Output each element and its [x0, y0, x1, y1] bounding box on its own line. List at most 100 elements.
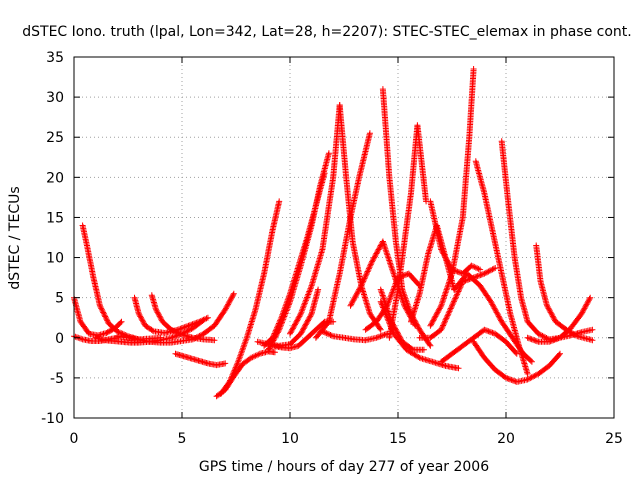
data-point [348, 301, 355, 308]
y-tick-label: 20 [46, 170, 64, 186]
data-point [324, 320, 331, 326]
data-point [189, 336, 196, 343]
data-point [385, 299, 392, 306]
y-tick-label: 5 [55, 291, 64, 307]
data-point [492, 306, 499, 313]
data-point [268, 341, 275, 348]
data-series [312, 130, 373, 341]
data-point [193, 334, 200, 341]
data-point [232, 366, 239, 372]
data-point [294, 317, 301, 324]
data-point [377, 326, 384, 333]
data-point [104, 317, 111, 324]
data-point [513, 350, 520, 357]
data-point [274, 323, 281, 330]
data-point [536, 331, 543, 338]
data-point [227, 376, 234, 382]
data-point [452, 295, 459, 302]
data-point [138, 316, 145, 323]
data-point [445, 309, 452, 316]
data-point [135, 310, 142, 317]
data-series [172, 350, 229, 369]
data-point [277, 317, 284, 324]
data-point [322, 329, 329, 336]
data-point [487, 298, 494, 305]
data-point [272, 329, 279, 335]
data-point [364, 269, 370, 276]
data-point [297, 330, 304, 337]
data-point [153, 306, 160, 313]
data-point [249, 354, 256, 361]
data-point [486, 267, 493, 274]
data-point [357, 284, 364, 290]
data-point [546, 306, 553, 313]
data-point [451, 297, 458, 303]
data-point [495, 312, 502, 318]
data-point [584, 300, 591, 306]
y-tick-label: -10 [41, 411, 64, 427]
data-point [527, 375, 534, 382]
data-point [139, 317, 146, 324]
data-point [531, 373, 538, 379]
data-point [101, 312, 108, 319]
data-point [292, 320, 299, 327]
data-series [261, 170, 328, 349]
data-point [441, 253, 448, 260]
data-point [199, 317, 206, 324]
data-point [589, 337, 596, 344]
data-point [229, 371, 236, 378]
data-point [307, 313, 314, 320]
data-point [320, 329, 327, 335]
data-point [97, 304, 104, 310]
data-point [196, 318, 203, 325]
data-point [420, 346, 427, 353]
data-point [453, 292, 460, 299]
data-point [488, 300, 495, 306]
data-point [315, 286, 322, 293]
data-point [415, 281, 422, 288]
data-point [444, 257, 450, 264]
data-point [449, 301, 456, 308]
data-point [528, 374, 535, 381]
data-point [445, 259, 452, 266]
data-point [224, 302, 231, 309]
data-point [443, 315, 450, 322]
data-point [587, 294, 594, 301]
data-point [273, 326, 280, 333]
data-point [397, 336, 404, 343]
data-point [360, 277, 367, 283]
data-point [436, 305, 443, 312]
data-point [225, 300, 232, 306]
data-point [549, 312, 556, 318]
data-series [451, 270, 535, 365]
data-point [429, 318, 436, 325]
data-point [415, 324, 422, 331]
data-point [172, 328, 179, 335]
data-point [276, 319, 283, 325]
data-point [474, 265, 481, 272]
data-point [233, 363, 240, 370]
data-point [73, 334, 80, 341]
data-point [413, 320, 419, 327]
data-point [231, 367, 238, 374]
data-point [441, 319, 448, 326]
data-point [168, 326, 175, 333]
data-point [527, 357, 534, 364]
data-point [450, 298, 457, 305]
data-series [71, 294, 125, 339]
y-tick-label: -5 [50, 371, 64, 387]
data-point [173, 329, 180, 336]
plot-frame [73, 56, 615, 419]
data-point [174, 329, 181, 336]
data-point [580, 306, 587, 313]
x-tick-label: 5 [178, 431, 187, 447]
y-tick-label: 35 [46, 50, 64, 66]
data-point [226, 378, 233, 385]
data-point [293, 318, 300, 325]
data-point [204, 314, 211, 321]
data-point [447, 306, 454, 313]
data-point [470, 66, 477, 72]
data-series [386, 122, 430, 341]
data-point [296, 313, 303, 320]
data-point [372, 253, 378, 260]
